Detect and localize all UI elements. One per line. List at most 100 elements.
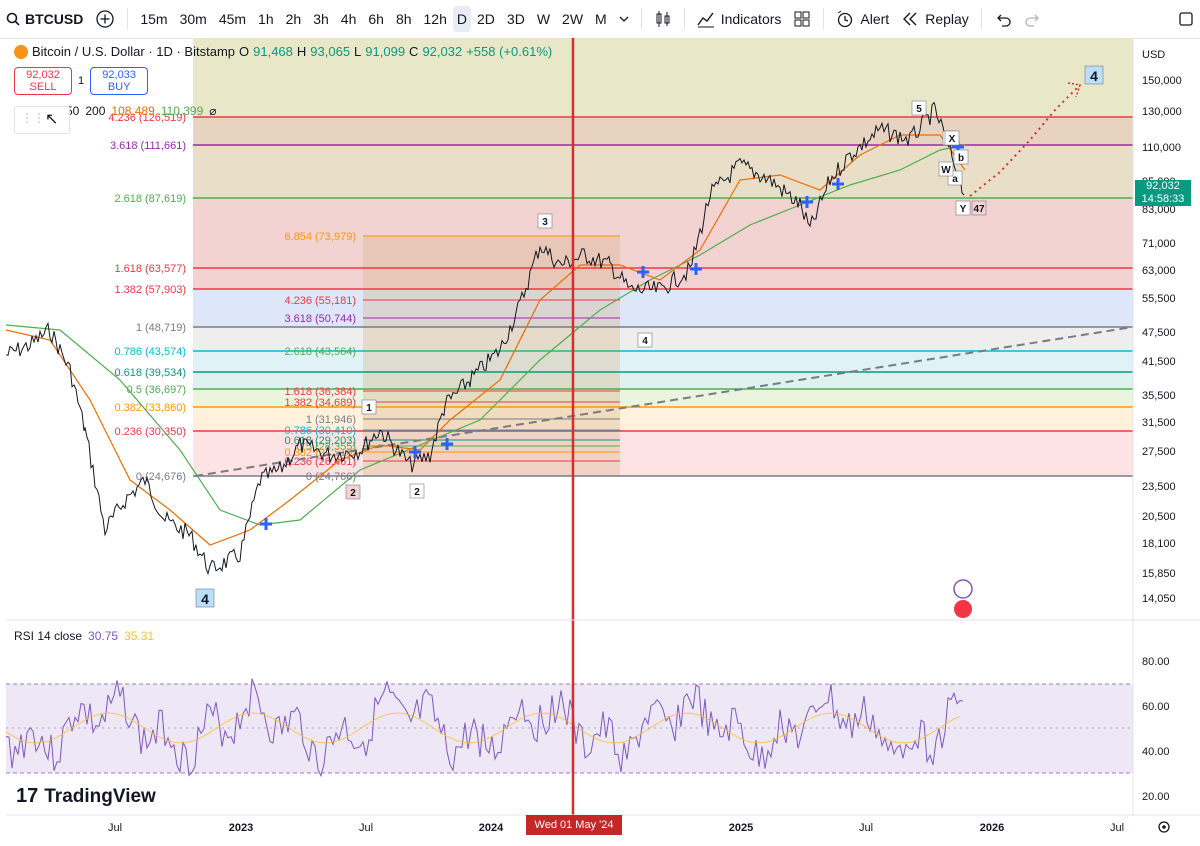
wave-label: 3 (542, 217, 548, 228)
wave-box[interactable] (971, 200, 987, 216)
interval-m[interactable]: M (595, 11, 607, 27)
low-value: 91,099 (365, 44, 406, 59)
interval-12h[interactable]: 12h (423, 11, 447, 27)
interval-30m[interactable]: 30m (179, 11, 207, 27)
wave-box[interactable] (537, 213, 553, 229)
redo-icon (1025, 14, 1039, 27)
wave-box[interactable] (409, 483, 425, 499)
indicators-button[interactable]: Indicators (691, 0, 788, 38)
alert-button[interactable]: Alert (830, 0, 895, 38)
interval-2h[interactable]: 2h (285, 11, 302, 27)
chart-canvas[interactable]: 4.236 (126,519) 3.618 (111,661) 2.618 (87,… (0, 38, 1200, 841)
rsi-line (5, 678, 964, 778)
wave-box[interactable] (955, 200, 971, 216)
crosses (260, 141, 964, 530)
rsi-tick: 40.00 (1142, 746, 1170, 758)
price-tick: 55,500 (1142, 293, 1176, 305)
wave-box[interactable] (944, 130, 960, 146)
flag-icon[interactable] (954, 600, 972, 618)
wave-label: 4 (201, 591, 209, 607)
cursor-arrow-icon: ↖ (45, 111, 59, 128)
ma50-line (5, 134, 966, 546)
interval-2d[interactable]: 2D (477, 11, 495, 27)
rsi-axis[interactable]: 80.00 60.00 40.00 20.00 (1142, 656, 1170, 803)
wave-box[interactable] (1084, 65, 1104, 85)
divider (683, 8, 685, 30)
currency-label[interactable]: USD (1142, 49, 1165, 61)
rsi-legend[interactable]: RSI 14 close 30.75 35.31 (14, 629, 154, 643)
wave-box[interactable] (637, 332, 653, 348)
undo-button[interactable] (988, 0, 1018, 38)
buy-label: BUY (107, 81, 131, 93)
fib-level-label: 1 (48,719) (136, 322, 186, 334)
rsi-ma-line (5, 712, 961, 744)
interval-3h[interactable]: 3h (313, 11, 329, 27)
chart-type-button[interactable] (648, 0, 678, 38)
trend-line[interactable] (194, 326, 1134, 477)
time-axis[interactable]: Jul 2023 Jul 2024 2025 Jul 2026 Jul (108, 822, 1124, 834)
interval-8h[interactable]: 8h (395, 11, 412, 27)
fib-small-label: 1.382 (34,689) (284, 397, 356, 409)
chevron-down-icon (619, 16, 629, 22)
fib-small-label: 0 (24,766) (306, 471, 356, 483)
interval-w[interactable]: W (536, 11, 551, 27)
search-icon (6, 12, 20, 26)
compare-button[interactable] (89, 0, 121, 38)
fib-level-label: 0 (24,676) (136, 471, 186, 483)
wave-label: 47 (973, 204, 985, 215)
fib-small-label: 6.854 (73,979) (284, 231, 356, 243)
layout-button[interactable] (1172, 0, 1200, 38)
sell-button[interactable]: 92,032 SELL (14, 67, 72, 95)
interval-45m[interactable]: 45m (218, 11, 247, 27)
rsi-band (6, 684, 1133, 773)
wave-box[interactable] (938, 161, 954, 177)
tradingview-logo[interactable]: 17 TradingView (16, 785, 156, 808)
price-tick: 83,000 (1142, 204, 1176, 216)
chart-area[interactable]: 4.236 (126,519) 3.618 (111,661) 2.618 (87,… (0, 38, 1200, 841)
legend-title[interactable]: Bitcoin / U.S. Dollar · 1D · Bitstamp (32, 44, 235, 59)
interval-6h[interactable]: 6h (368, 11, 384, 27)
drag-handle[interactable]: ⋮⋮ ↖ (14, 106, 70, 134)
fib-level-label: 0.382 (33,860) (114, 402, 186, 414)
ma-value-1: 108,489 (111, 104, 155, 118)
ma-legend[interactable]: 50 200 108,489 110,399 ⌀ (66, 104, 217, 118)
low-label: L (354, 44, 362, 59)
projection-path[interactable] (969, 84, 1081, 197)
open-value: 91,468 (253, 44, 293, 59)
cross-marker (832, 178, 844, 190)
wave-label: X (949, 134, 956, 145)
templates-button[interactable] (787, 0, 817, 38)
spread-value: 1 (78, 75, 85, 87)
fib-level-label: 2.618 (87,619) (114, 193, 186, 205)
interval-dropdown[interactable] (613, 0, 635, 38)
interval-4h[interactable]: 4h (340, 11, 357, 27)
settings-icon[interactable] (1158, 821, 1170, 833)
interval-2w[interactable]: 2W (562, 11, 584, 27)
high-label: H (296, 44, 307, 59)
buy-button[interactable]: 92,033 BUY (90, 67, 149, 95)
replay-button[interactable]: Replay (895, 0, 975, 38)
wave-box[interactable] (953, 149, 969, 165)
price-axis[interactable]: 150,000130,000110,00095,00083,00071,0006… (1142, 75, 1182, 605)
tv-icon: 17 (16, 785, 39, 807)
symbol-search[interactable]: BTCUSD (0, 0, 89, 38)
interval-d[interactable]: D (452, 6, 471, 32)
time-tick: 2023 (229, 822, 253, 834)
rewind-icon (903, 12, 917, 26)
bolt-icon[interactable] (953, 579, 973, 599)
fib-band (193, 38, 1133, 117)
interval-1h[interactable]: 1h (258, 11, 274, 27)
interval-3d[interactable]: 3D (506, 11, 525, 27)
wave-label: 1 (366, 403, 372, 414)
redo-button[interactable] (1018, 0, 1048, 38)
price-tick: 20,500 (1142, 511, 1176, 523)
wave-box[interactable] (195, 588, 215, 608)
fib-small-label: 0.618 (29,203) (284, 435, 356, 447)
interval-15m[interactable]: 15m (140, 11, 168, 27)
wave-box[interactable] (911, 100, 927, 116)
eye-off-icon[interactable]: ⌀ (209, 104, 217, 118)
high-value: 93,065 (310, 44, 351, 59)
wave-box[interactable] (361, 399, 377, 415)
divider (640, 8, 642, 30)
wave-box[interactable] (345, 484, 361, 500)
